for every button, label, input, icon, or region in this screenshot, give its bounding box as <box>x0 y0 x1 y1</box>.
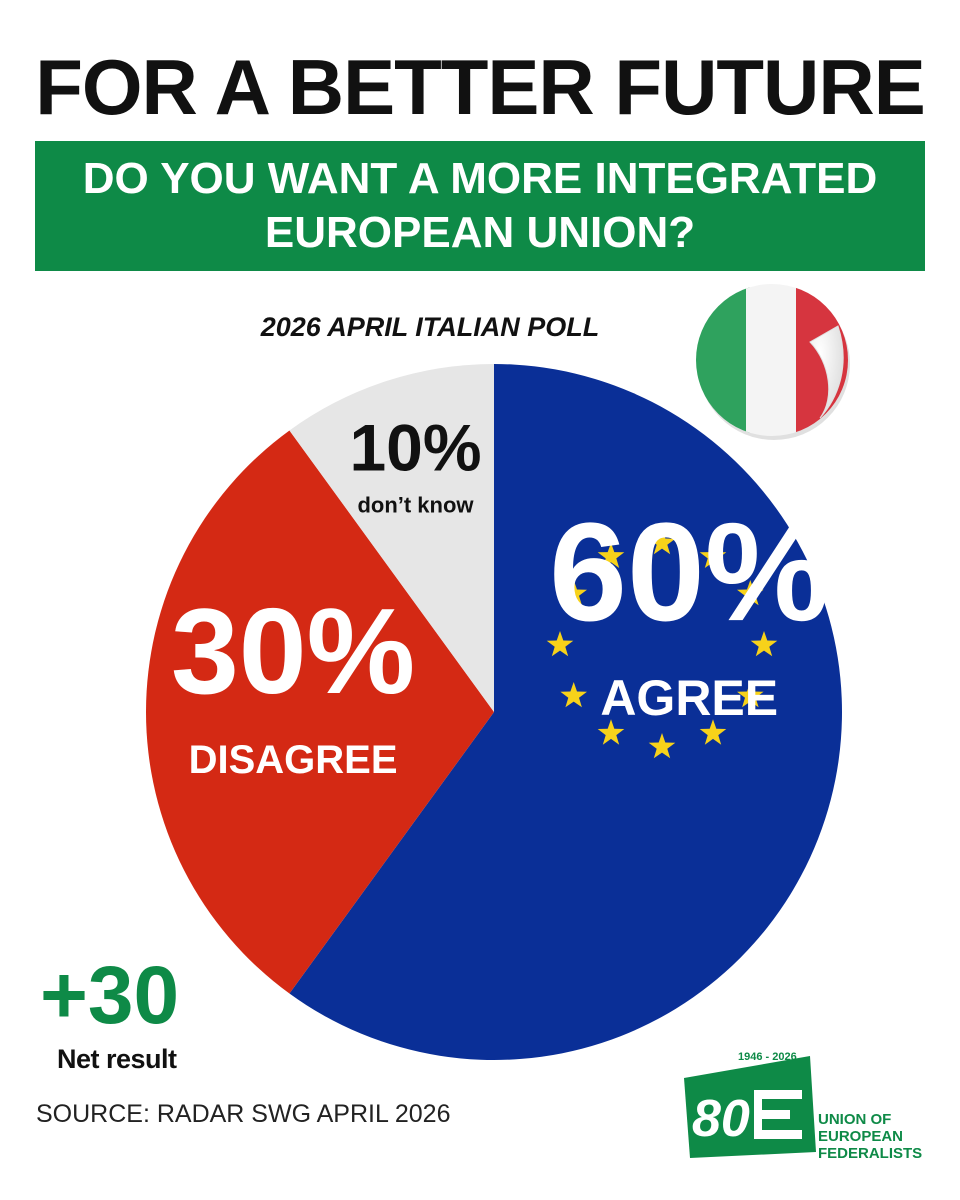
slice-value-label: 60% <box>549 493 829 650</box>
slice-category-label: DISAGREE <box>189 738 398 782</box>
headline: FOR A BETTER FUTURE <box>35 43 926 131</box>
organization-name: UNION OF EUROPEAN FEDERALISTS <box>818 1111 923 1162</box>
eu-star-icon <box>597 719 625 745</box>
italy-flag-sticker-icon <box>696 284 850 440</box>
eu-star-icon <box>737 580 764 606</box>
eu-star-icon <box>648 529 676 555</box>
eu-star-icon <box>560 682 587 708</box>
eu-star-icon <box>546 631 574 657</box>
poll-subtitle: 2026 APRIL ITALIAN POLL <box>260 312 600 342</box>
eu-stars-icon <box>546 529 778 759</box>
eu-star-icon <box>750 631 778 657</box>
slice-value-label: 30% <box>171 583 415 719</box>
net-result-value: +30 <box>40 950 180 1041</box>
logo-number: 80 <box>692 1090 750 1148</box>
org-line-3: FEDERALISTS <box>818 1144 923 1162</box>
question-text: DO YOU WANT A MORE INTEGRATED EUROPEAN U… <box>82 154 878 257</box>
pie-slice-agree <box>289 364 842 1060</box>
slice-value-label: 10% <box>349 410 481 484</box>
org-line-1: UNION OF <box>818 1111 892 1128</box>
net-result-label: Net result <box>57 1044 177 1074</box>
slice-category-label: AGREE <box>600 670 778 726</box>
slice-category-label: don’t know <box>357 492 474 517</box>
org-line-2: EUROPEAN <box>818 1127 904 1145</box>
source-note: SOURCE: RADAR SWG APRIL 2026 <box>36 1100 451 1128</box>
eu-star-icon <box>699 542 727 568</box>
eu-star-icon <box>597 542 625 568</box>
eu-star-icon <box>648 733 676 759</box>
question-banner: DO YOU WANT A MORE INTEGRATED EUROPEAN U… <box>35 141 925 271</box>
pie-slice-disagree <box>145 430 494 994</box>
uef-80-logo: 1946 - 2026 80 <box>684 1051 816 1158</box>
eu-star-icon <box>699 719 727 745</box>
eu-star-icon <box>560 580 587 606</box>
pie-slice-don-t-know <box>289 364 494 712</box>
logo-years: 1946 - 2026 <box>738 1051 797 1063</box>
eu-star-icon <box>737 682 764 708</box>
